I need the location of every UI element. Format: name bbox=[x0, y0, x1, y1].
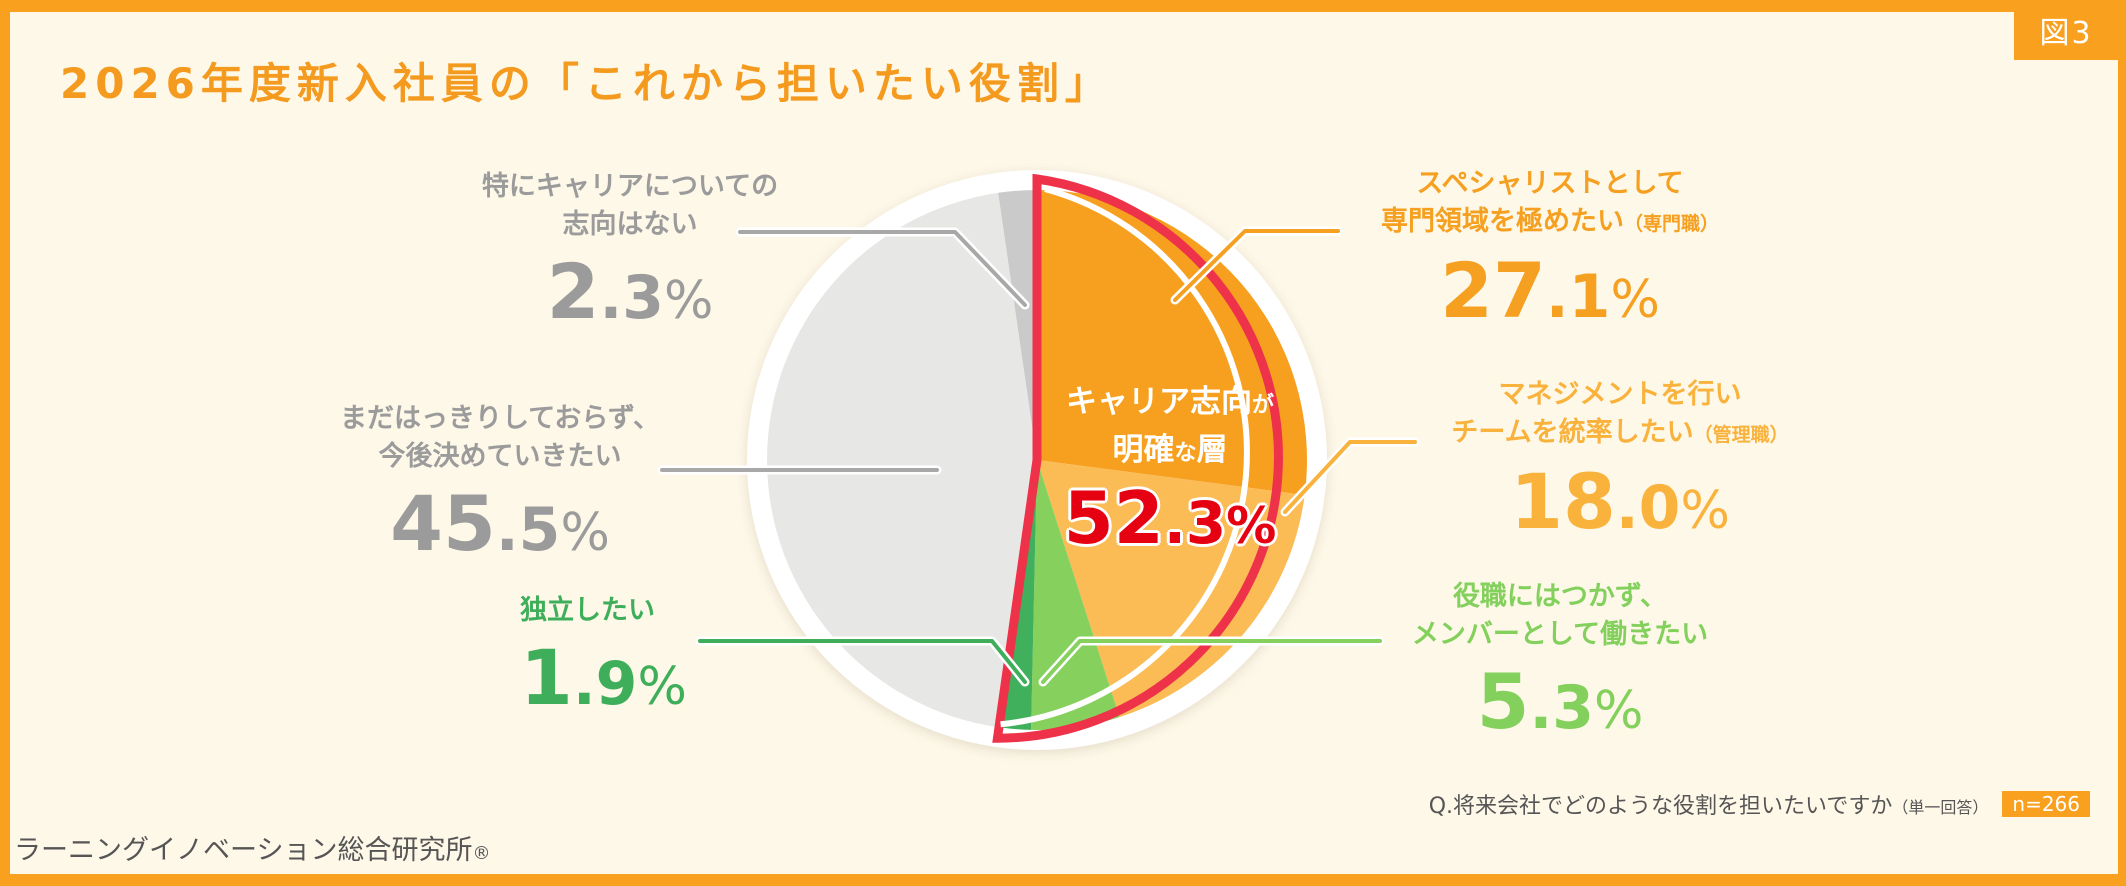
slice-no-orientation bbox=[998, 190, 1037, 460]
label-independent: 独立したい 1.9% bbox=[520, 592, 700, 735]
label-undecided: まだはっきりしておらず、 今後決めていきたい 45.5% bbox=[315, 400, 685, 581]
career-oriented-label: キャリア志向が 明確な層 bbox=[1065, 384, 1274, 468]
career-oriented-total: 52.3% bbox=[1063, 476, 1277, 560]
slice-specialist bbox=[1037, 190, 1308, 496]
highlight-inner-gap bbox=[1000, 186, 1250, 728]
slice-member bbox=[1031, 460, 1120, 730]
pct-undecided: 45.5% bbox=[390, 479, 610, 568]
sample-size-badge: n=266 bbox=[2002, 791, 2090, 817]
label-specialist: スペシャリストとして 専門領域を極めたい（専門職） 27.1% bbox=[1340, 165, 1760, 348]
leader-member bbox=[1041, 639, 1382, 684]
label-manager: マネジメントを行い チームを統率したい（管理職） 18.0% bbox=[1420, 376, 1820, 559]
organization-credit: ラーニングイノベーション総合研究所® bbox=[14, 835, 491, 866]
survey-question-note: Q.将来会社でどのような役割を担いたいですか（単一回答） n=266 bbox=[1429, 788, 2090, 820]
label-member: 役職にはつかず、 メンバーとして働きたい 5.3% bbox=[1380, 578, 1740, 759]
leader-independent bbox=[698, 639, 1027, 684]
pct-specialist: 27.1% bbox=[1440, 246, 1660, 335]
figure-number-tag: 図3 bbox=[2014, 0, 2118, 60]
pct-independent: 1.9% bbox=[520, 633, 687, 722]
leader-manager bbox=[1283, 440, 1417, 514]
highlight-outline bbox=[992, 173, 1283, 743]
slice-undecided bbox=[767, 192, 1037, 728]
pct-member: 5.3% bbox=[1476, 657, 1644, 746]
leader-specialist bbox=[1173, 229, 1340, 302]
leader-no-orientation bbox=[738, 230, 1027, 307]
label-no-orientation: 特にキャリアについての 志向はない 2.3% bbox=[460, 168, 800, 349]
pct-manager: 18.0% bbox=[1510, 457, 1730, 546]
pct-no-orientation: 2.3% bbox=[546, 247, 714, 336]
chart-title: 2026年度新入社員の「これから担いたい役割」 bbox=[60, 59, 1113, 108]
